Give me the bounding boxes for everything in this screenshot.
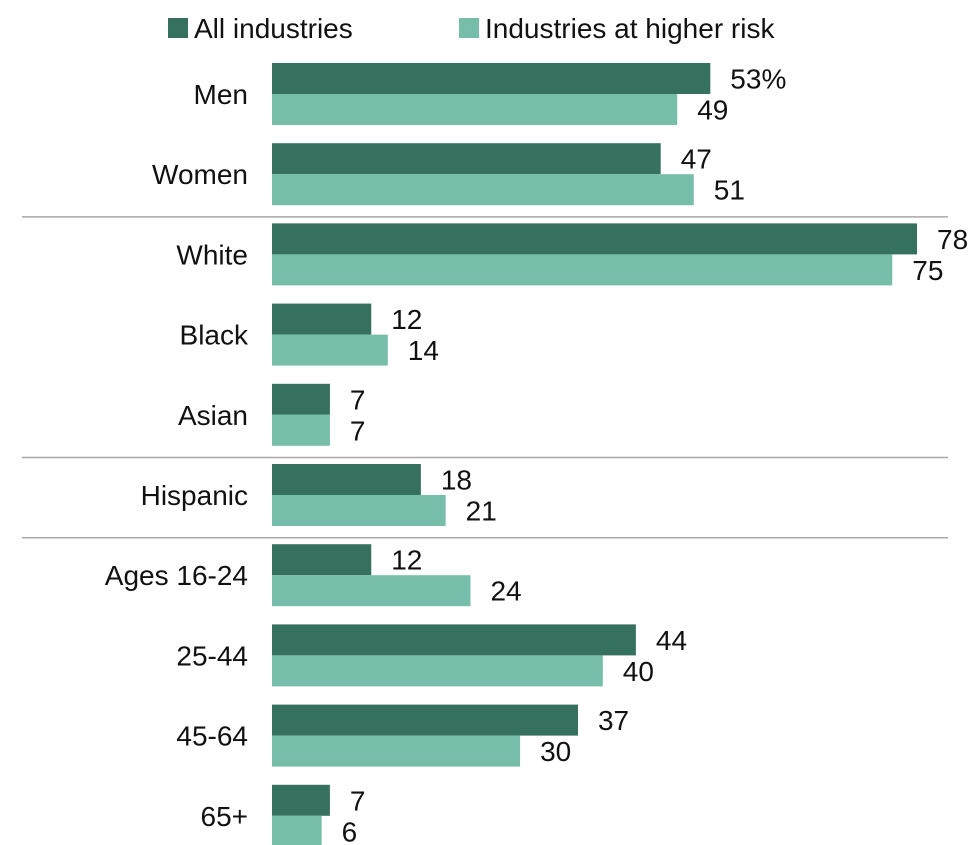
value-label-hispanic-all-industries: 18 xyxy=(441,465,472,496)
bar-black-all-industries xyxy=(272,303,372,335)
legend-swatch-industries-at-higher-risk xyxy=(459,18,479,38)
value-label-ages-16-24-industries-at-higher-risk: 24 xyxy=(490,576,521,607)
value-label-white-all-industries: 78 xyxy=(937,224,968,255)
value-label-black-all-industries: 12 xyxy=(391,304,422,335)
legend-label-all-industries: All industries xyxy=(194,13,353,44)
bar-women-all-industries xyxy=(272,143,661,175)
bar-white-industries-at-higher-risk xyxy=(272,254,893,286)
category-label-ages-16-24: Ages 16-24 xyxy=(105,560,248,591)
bar-25-44-industries-at-higher-risk xyxy=(272,655,603,687)
bar-65-industries-at-higher-risk xyxy=(272,815,322,845)
category-label-45-64: 45-64 xyxy=(176,721,248,752)
category-labels: Men Women White Black Asian Hispanic Ages 16-2… xyxy=(105,79,249,832)
group-separators xyxy=(22,216,948,539)
value-label-asian-industries-at-higher-risk: 7 xyxy=(350,415,366,446)
bar-ages-16-24-industries-at-higher-risk xyxy=(272,575,471,607)
value-label-45-64-all-industries: 37 xyxy=(598,705,629,736)
category-label-hispanic: Hispanic xyxy=(141,480,248,511)
value-label-men-all-industries: 53% xyxy=(730,64,786,95)
value-label-hispanic-industries-at-higher-risk: 21 xyxy=(466,496,497,527)
value-label-25-44-industries-at-higher-risk: 40 xyxy=(623,656,654,687)
bar-white-all-industries xyxy=(272,223,918,255)
bar-45-64-all-industries xyxy=(272,704,578,736)
category-label-women: Women xyxy=(152,159,248,190)
category-label-asian: Asian xyxy=(178,400,248,431)
bar-45-64-industries-at-higher-risk xyxy=(272,735,521,767)
bar-ages-16-24-all-industries xyxy=(272,544,372,576)
bar-men-all-industries xyxy=(272,63,711,94)
value-label-women-all-industries: 47 xyxy=(681,144,712,175)
value-label-asian-all-industries: 7 xyxy=(350,384,366,415)
bars xyxy=(272,63,918,845)
bar-women-industries-at-higher-risk xyxy=(272,174,694,206)
value-label-ages-16-24-all-industries: 12 xyxy=(391,545,422,576)
category-label-65: 65+ xyxy=(201,801,249,832)
category-label-men: Men xyxy=(194,79,248,110)
legend: All industries Industries at higher risk xyxy=(168,13,775,44)
category-label-white: White xyxy=(176,239,248,270)
value-label-65-industries-at-higher-risk: 6 xyxy=(342,816,358,845)
bar-65-all-industries xyxy=(272,784,330,816)
value-label-women-industries-at-higher-risk: 51 xyxy=(714,175,745,206)
bar-hispanic-industries-at-higher-risk xyxy=(272,495,446,526)
value-label-65-all-industries: 7 xyxy=(350,785,366,816)
value-label-white-industries-at-higher-risk: 75 xyxy=(912,255,943,286)
value-label-25-44-all-industries: 44 xyxy=(656,625,687,656)
category-label-black: Black xyxy=(180,320,249,351)
bar-black-industries-at-higher-risk xyxy=(272,334,388,366)
bar-hispanic-all-industries xyxy=(272,464,421,495)
bar-asian-industries-at-higher-risk xyxy=(272,414,330,446)
legend-label-industries-at-higher-risk: Industries at higher risk xyxy=(485,13,775,44)
category-label-25-44: 25-44 xyxy=(176,640,248,671)
legend-swatch-all-industries xyxy=(168,18,188,38)
bar-asian-all-industries xyxy=(272,383,330,415)
value-label-black-industries-at-higher-risk: 14 xyxy=(408,335,439,366)
bar-men-industries-at-higher-risk xyxy=(272,94,678,125)
value-label-men-industries-at-higher-risk: 49 xyxy=(697,95,728,126)
bar-25-44-all-industries xyxy=(272,624,636,656)
value-label-45-64-industries-at-higher-risk: 30 xyxy=(540,736,571,767)
